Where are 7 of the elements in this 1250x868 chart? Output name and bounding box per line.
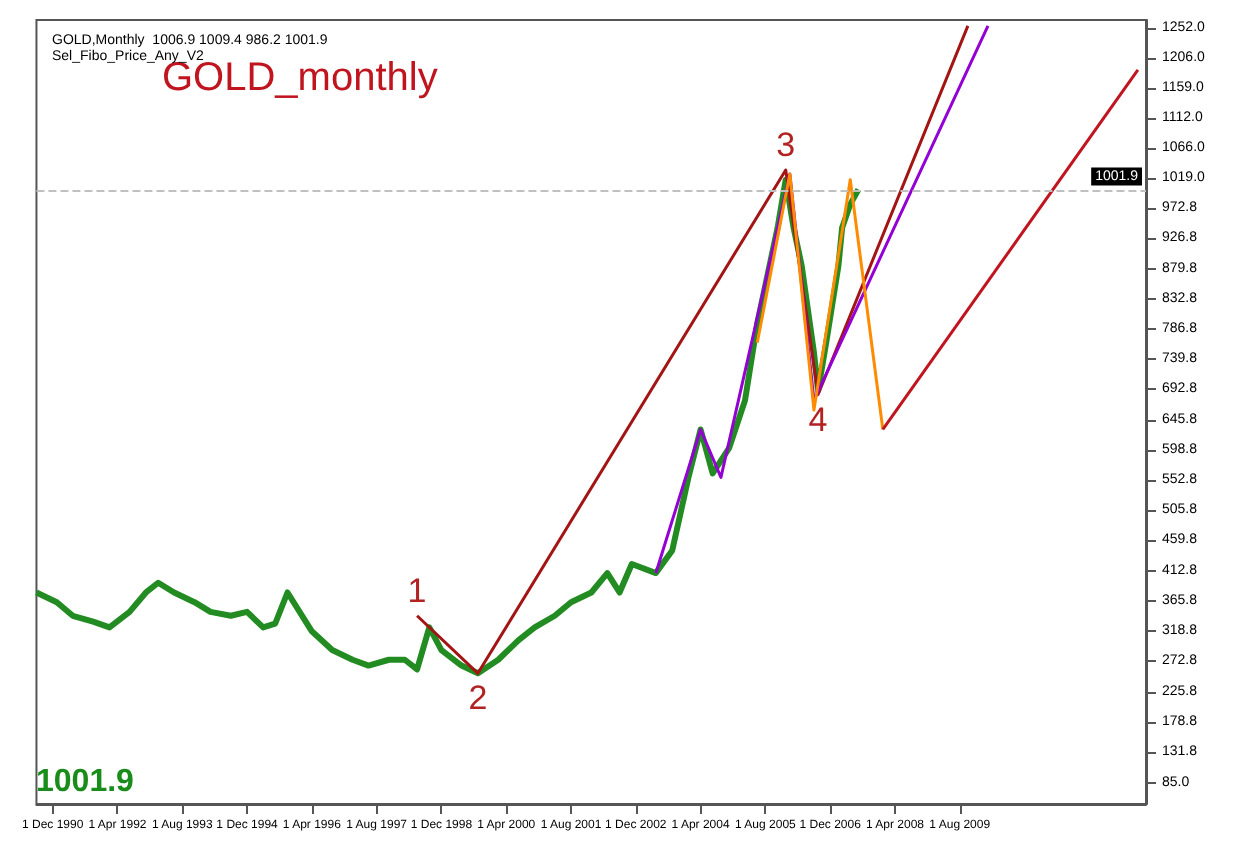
- line-series: [654, 24, 990, 575]
- line-series: [755, 172, 885, 431]
- annotation: 3: [776, 126, 796, 165]
- annotation: 2: [468, 679, 488, 718]
- annotation: 1001.9: [36, 765, 135, 799]
- annotation: 4: [808, 400, 828, 439]
- annotation: 1: [407, 571, 427, 610]
